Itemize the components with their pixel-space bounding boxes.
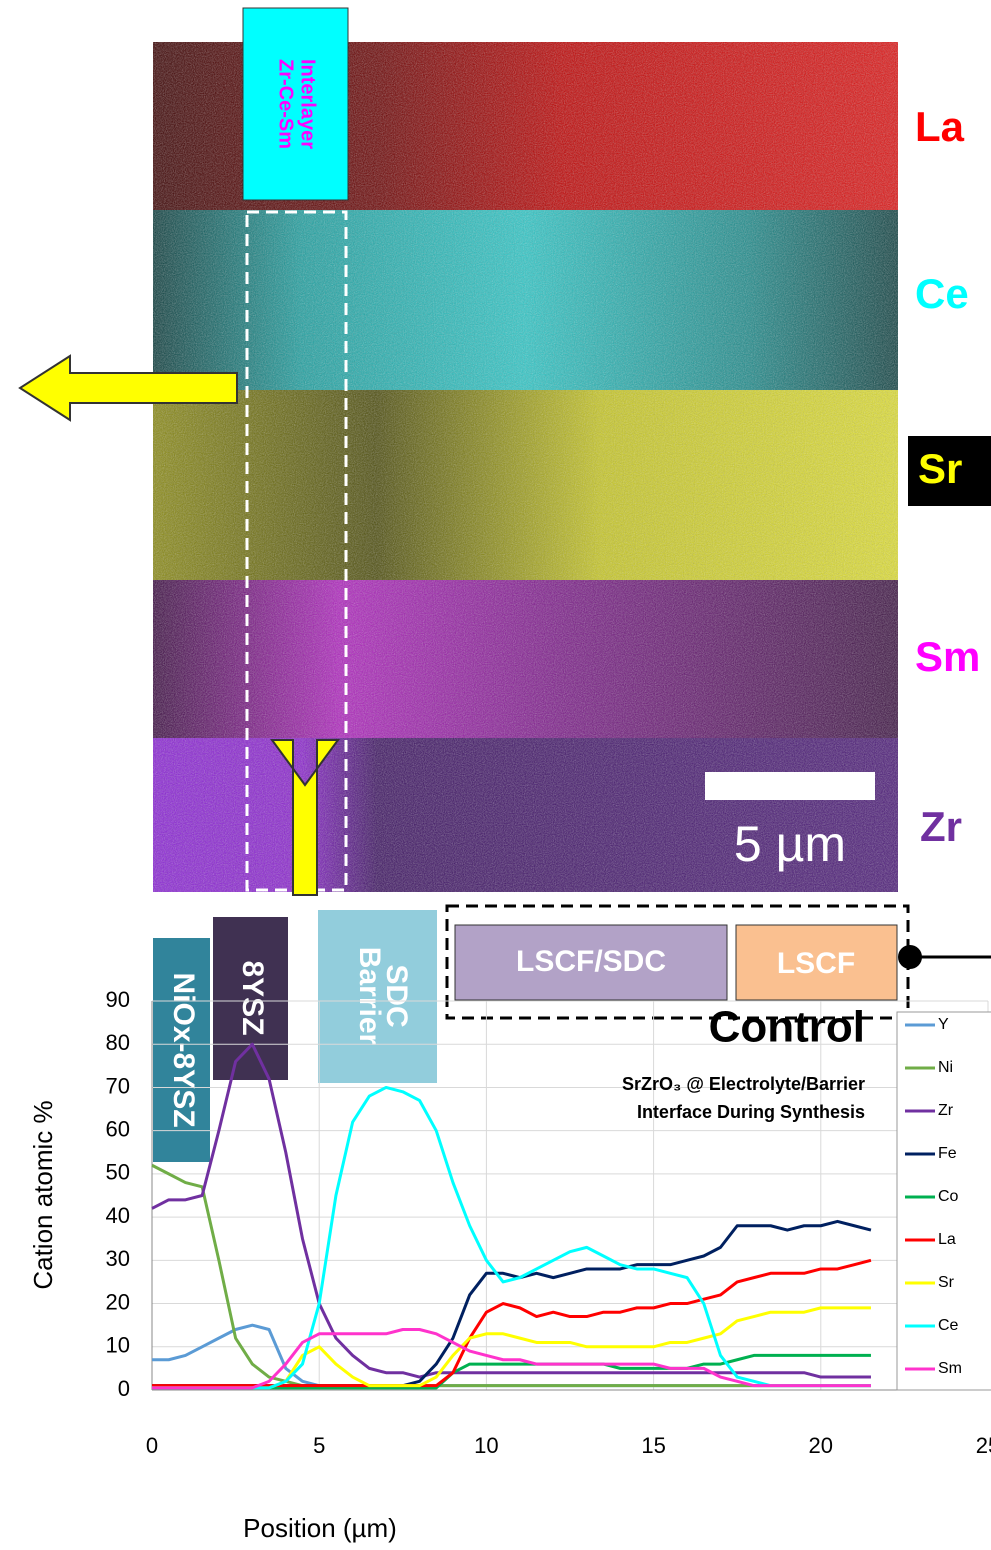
interlayer-label: Zr-Ce-Sm	[275, 59, 297, 149]
x-tick-label: 5	[313, 1433, 325, 1458]
x-tick-label: 0	[146, 1433, 158, 1458]
series-line	[152, 1308, 871, 1388]
y-tick-label: 70	[106, 1073, 130, 1098]
layer-label: NiOx-8YSZ	[167, 972, 200, 1127]
x-axis-label: Position (µm)	[243, 1513, 397, 1543]
y-tick-label: 10	[106, 1333, 130, 1358]
annotation: Control	[709, 1003, 865, 1052]
layer-label: Barrier	[353, 947, 386, 1046]
legend-label: Zr	[938, 1102, 954, 1119]
legend-label: La	[938, 1231, 956, 1248]
y-tick-label: 80	[106, 1030, 130, 1055]
legend: Y Ni Zr Fe Co La Sr Ce Sm	[897, 1012, 991, 1390]
y-tick-label: 0	[118, 1376, 130, 1401]
legend-label: Ni	[938, 1059, 953, 1076]
scale-label: 5 µm	[734, 816, 846, 872]
y-axis-label: Cation atomic %	[28, 1100, 58, 1289]
annotation: Interface During Synthesis	[637, 1102, 865, 1122]
page: Zr-Ce-Sm Interlayer 5 µm La Ce Sr Sm Zr …	[0, 0, 991, 1550]
x-tick-label: 10	[474, 1433, 498, 1458]
y-tick-label: 20	[106, 1289, 130, 1314]
layer-label: 8YSZ	[236, 960, 269, 1035]
legend-label: Y	[938, 1016, 949, 1033]
legend-label: Sm	[938, 1360, 962, 1377]
x-tick-label: 25	[976, 1433, 991, 1458]
legend-label: Fe	[938, 1145, 957, 1162]
legend-label: Sr	[938, 1274, 955, 1291]
y-tick-label: 90	[106, 987, 130, 1012]
element-label: Sr	[918, 445, 962, 492]
x-tick-label: 20	[809, 1433, 833, 1458]
layer-label: LSCF	[777, 947, 855, 980]
y-tick-label: 50	[106, 1160, 130, 1185]
y-tick-label: 40	[106, 1203, 130, 1228]
y-tick-label: 60	[106, 1116, 130, 1141]
series-line	[152, 1329, 871, 1387]
element-label: Ce	[915, 270, 969, 317]
legend-label: Ce	[938, 1317, 959, 1334]
annotation: SrZrO₃ @ Electrolyte/Barrier	[622, 1074, 865, 1094]
element-maps: Zr-Ce-Sm Interlayer 5 µm La Ce Sr Sm Zr	[20, 8, 991, 892]
layer-label: LSCF/SDC	[516, 945, 666, 978]
x-tick-label: 15	[641, 1433, 665, 1458]
series-line	[152, 1087, 871, 1387]
element-label: Sm	[915, 633, 980, 680]
figure: Zr-Ce-Sm Interlayer 5 µm La Ce Sr Sm Zr …	[0, 0, 991, 1550]
scale-bar	[705, 772, 875, 800]
legend-label: Co	[938, 1188, 959, 1205]
element-label: Zr	[920, 803, 962, 850]
element-label: La	[915, 103, 965, 150]
interlayer-label: Interlayer	[297, 59, 319, 149]
y-tick-label: 30	[106, 1246, 130, 1271]
